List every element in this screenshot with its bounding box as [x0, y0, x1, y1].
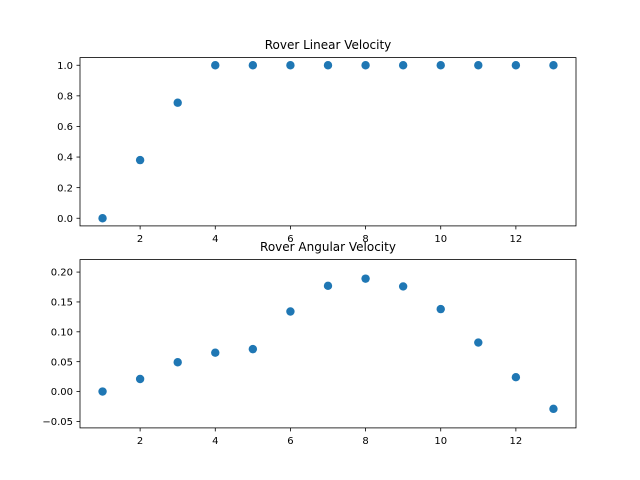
angular-velocity-y-tick-label: −0.05	[42, 417, 73, 428]
linear-velocity-y-tick-label: 0.6	[57, 122, 73, 133]
linear-velocity-y-tick-label: 0.2	[57, 183, 73, 194]
linear-velocity-x-tick-label: 10	[434, 234, 447, 245]
linear-velocity-point	[474, 61, 483, 70]
linear-velocity-points	[98, 61, 558, 223]
linear-velocity-y-tick-label: 0.0	[57, 214, 73, 225]
angular-velocity-point	[286, 307, 295, 316]
angular-velocity-x-tick-label: 8	[362, 436, 368, 447]
linear-velocity-point	[361, 61, 370, 70]
linear-velocity-x-tick-label: 12	[510, 234, 523, 245]
linear-velocity-title: Rover Linear Velocity	[265, 38, 392, 52]
angular-velocity-point	[474, 338, 483, 347]
angular-velocity-point	[211, 348, 220, 357]
angular-velocity-point	[511, 372, 521, 382]
linear-velocity-point	[323, 61, 333, 70]
angular-velocity-y-tick-label: 0.05	[51, 357, 73, 368]
linear-velocity-point	[549, 61, 558, 70]
linear-velocity-plot: 2 4 6 8 10 12 0.0 0.2 0.4 0.6 0.8 1.0	[57, 57, 577, 245]
linear-velocity-x-tick-label: 2	[137, 234, 143, 245]
linear-velocity-x-tick-label: 6	[287, 234, 293, 245]
angular-velocity-y-tick-label: 0.20	[51, 268, 73, 279]
angular-velocity-y-tick-label: 0.00	[51, 387, 73, 398]
linear-velocity-point	[511, 61, 521, 70]
angular-velocity-points	[98, 274, 558, 414]
angular-velocity-x-tick-label: 2	[137, 436, 143, 447]
angular-velocity-x-tick-label: 12	[510, 436, 523, 447]
angular-velocity-y-tick-label: 0.15	[51, 298, 73, 309]
angular-velocity-point	[549, 404, 558, 414]
linear-velocity-point	[436, 61, 445, 70]
angular-velocity-plot-frame	[79, 259, 577, 429]
linear-velocity-point	[211, 61, 220, 70]
linear-velocity-point	[135, 155, 145, 165]
linear-velocity-ticks: 2 4 6 8 10 12 0.0 0.2 0.4 0.6 0.8 1.0	[57, 61, 522, 245]
angular-velocity-y-tick-label: 0.10	[51, 327, 73, 338]
angular-velocity-x-tick-label: 6	[287, 436, 293, 447]
linear-velocity-point	[173, 98, 182, 107]
linear-velocity-x-tick-label: 4	[212, 234, 218, 245]
angular-velocity-point	[436, 304, 445, 314]
angular-velocity-point	[248, 344, 258, 354]
angular-velocity-x-tick-label: 4	[212, 436, 218, 447]
angular-velocity-plot: 2 4 6 8 10 12 −0.05 0.00 0.05 0.10 0.15 0.20	[42, 259, 577, 447]
angular-velocity-title: Rover Angular Velocity	[260, 240, 396, 254]
angular-velocity-point	[135, 374, 145, 384]
angular-velocity-ticks: 2 4 6 8 10 12 −0.05 0.00 0.05 0.10 0.15 0.20	[42, 268, 522, 447]
linear-velocity-point	[98, 214, 107, 223]
linear-velocity-y-tick-label: 0.4	[57, 153, 73, 164]
linear-velocity-x-tick-label: 8	[362, 234, 368, 245]
angular-velocity-point	[361, 274, 370, 283]
angular-velocity-point	[323, 281, 333, 291]
linear-velocity-plot-frame	[79, 57, 577, 227]
angular-velocity-x-tick-label: 10	[434, 436, 447, 447]
angular-velocity-point	[98, 387, 107, 396]
linear-velocity-y-tick-label: 1.0	[57, 61, 73, 72]
angular-velocity-point	[173, 358, 182, 367]
linear-velocity-point	[248, 61, 258, 70]
linear-velocity-point	[398, 61, 408, 70]
linear-velocity-y-tick-label: 0.8	[57, 91, 73, 102]
angular-velocity-point	[398, 282, 408, 291]
linear-velocity-point	[286, 61, 295, 70]
